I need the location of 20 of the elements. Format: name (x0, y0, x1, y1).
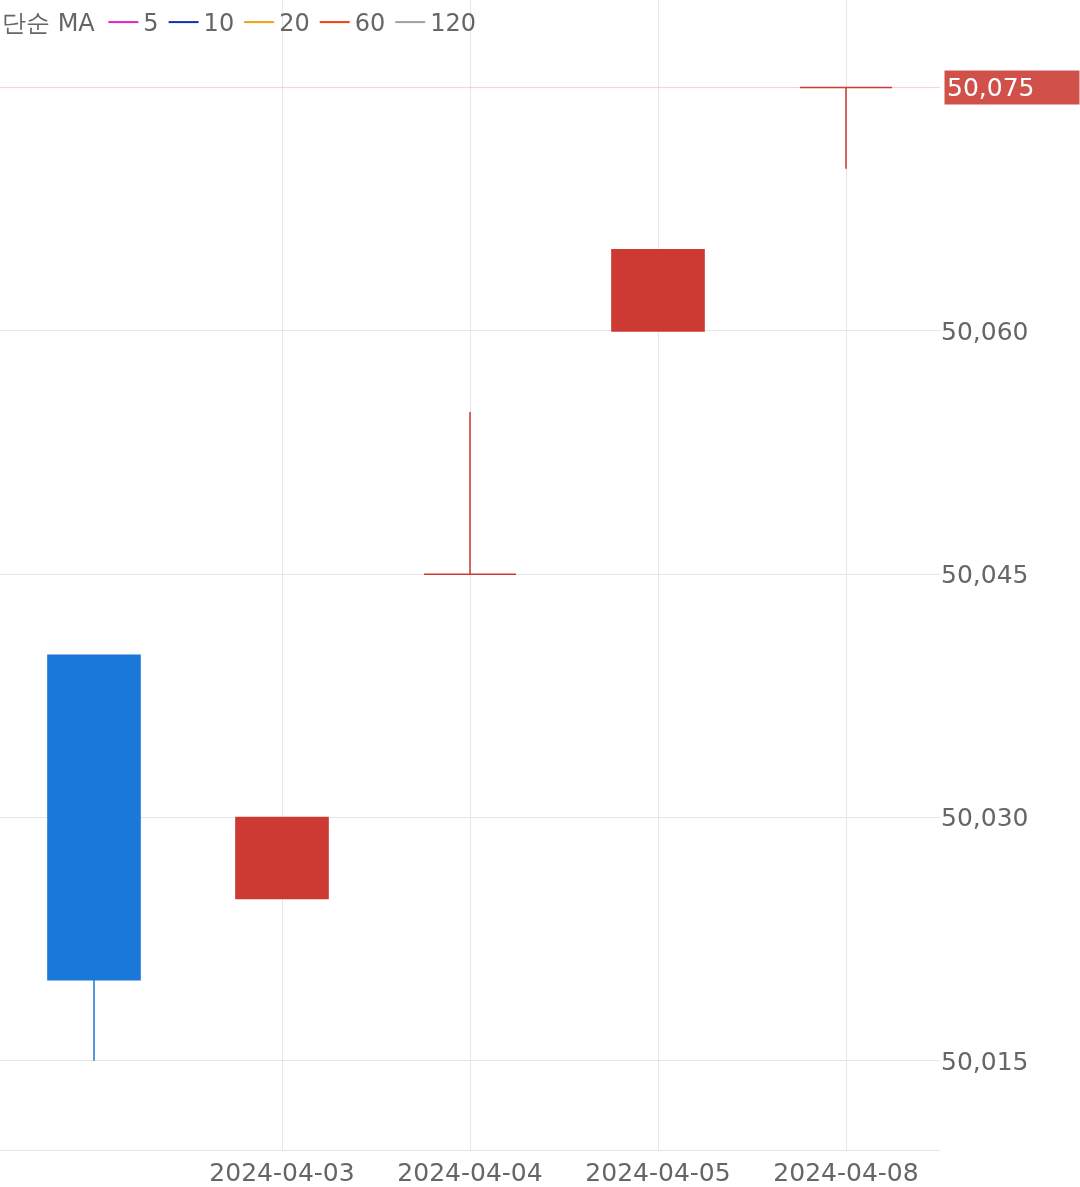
x-tick-label: 2024-04-04 (397, 1158, 543, 1187)
legend-label: 20 (279, 9, 310, 38)
y-tick-label: 50,015 (941, 1046, 1029, 1076)
legend-title: 단순 MA (2, 9, 96, 38)
x-tick-label: 2024-04-05 (585, 1158, 731, 1187)
legend-label: 5 (143, 9, 159, 38)
legend-label: 120 (430, 9, 477, 38)
candlestick (235, 816, 329, 900)
x-tick-label: 2024-04-03 (209, 1158, 355, 1187)
candlestick (799, 86, 893, 170)
y-tick-label: 50,030 (941, 803, 1029, 833)
candlestick (423, 411, 517, 575)
legend-label: 10 (203, 9, 235, 38)
legend-label: 60 (354, 9, 386, 38)
ref-line-label: 50,075 (947, 73, 1035, 102)
candlestick (47, 654, 141, 1062)
candlestick (611, 249, 705, 332)
x-tick-label: 2024-04-08 (773, 1158, 919, 1187)
y-tick-label: 50,045 (941, 559, 1029, 589)
y-tick-label: 50,060 (941, 316, 1029, 346)
